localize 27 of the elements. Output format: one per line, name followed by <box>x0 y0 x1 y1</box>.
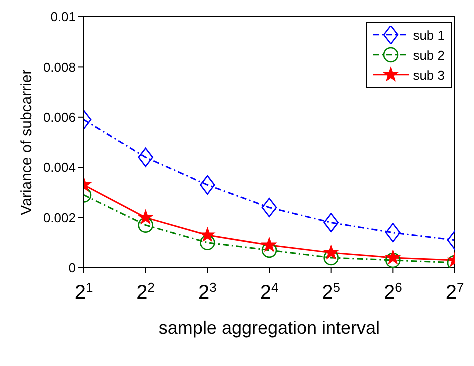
y-tick-label: 0.004 <box>43 160 76 176</box>
point <box>262 238 277 252</box>
x-tick-label: 2$^{2}$ <box>136 280 156 304</box>
y-tick-label: 0.006 <box>43 110 76 126</box>
point <box>200 235 216 251</box>
y-tick-label: 0.008 <box>43 60 76 75</box>
point <box>324 245 338 260</box>
legend-label: sub 3 <box>413 68 445 82</box>
point <box>262 198 278 218</box>
point <box>262 242 278 258</box>
x-tick-label: 2$^{7}$ <box>446 280 464 304</box>
x-axis-title: sample aggregation interval <box>158 318 380 338</box>
x-tick-label: 2$^{1}$ <box>74 280 94 304</box>
y-tick-label: 0.002 <box>43 210 76 226</box>
y-tick-label: 0.01 <box>50 10 76 25</box>
x-tick-label: 2$^{3}$ <box>198 280 217 304</box>
legend-label: sub 2 <box>413 48 445 62</box>
x-tick-label: 2$^{6}$ <box>384 280 402 304</box>
legend-label: sub 1 <box>413 28 445 42</box>
y-axis-title: Variance of subcarrier <box>18 70 36 216</box>
point <box>200 228 215 242</box>
x-tick-label: 2$^{5}$ <box>322 280 341 304</box>
x-tick-label: 2$^{4}$ <box>260 280 279 304</box>
y-tick-label: 0 <box>68 260 76 276</box>
point <box>200 175 216 195</box>
point <box>324 213 339 233</box>
point <box>324 250 339 266</box>
